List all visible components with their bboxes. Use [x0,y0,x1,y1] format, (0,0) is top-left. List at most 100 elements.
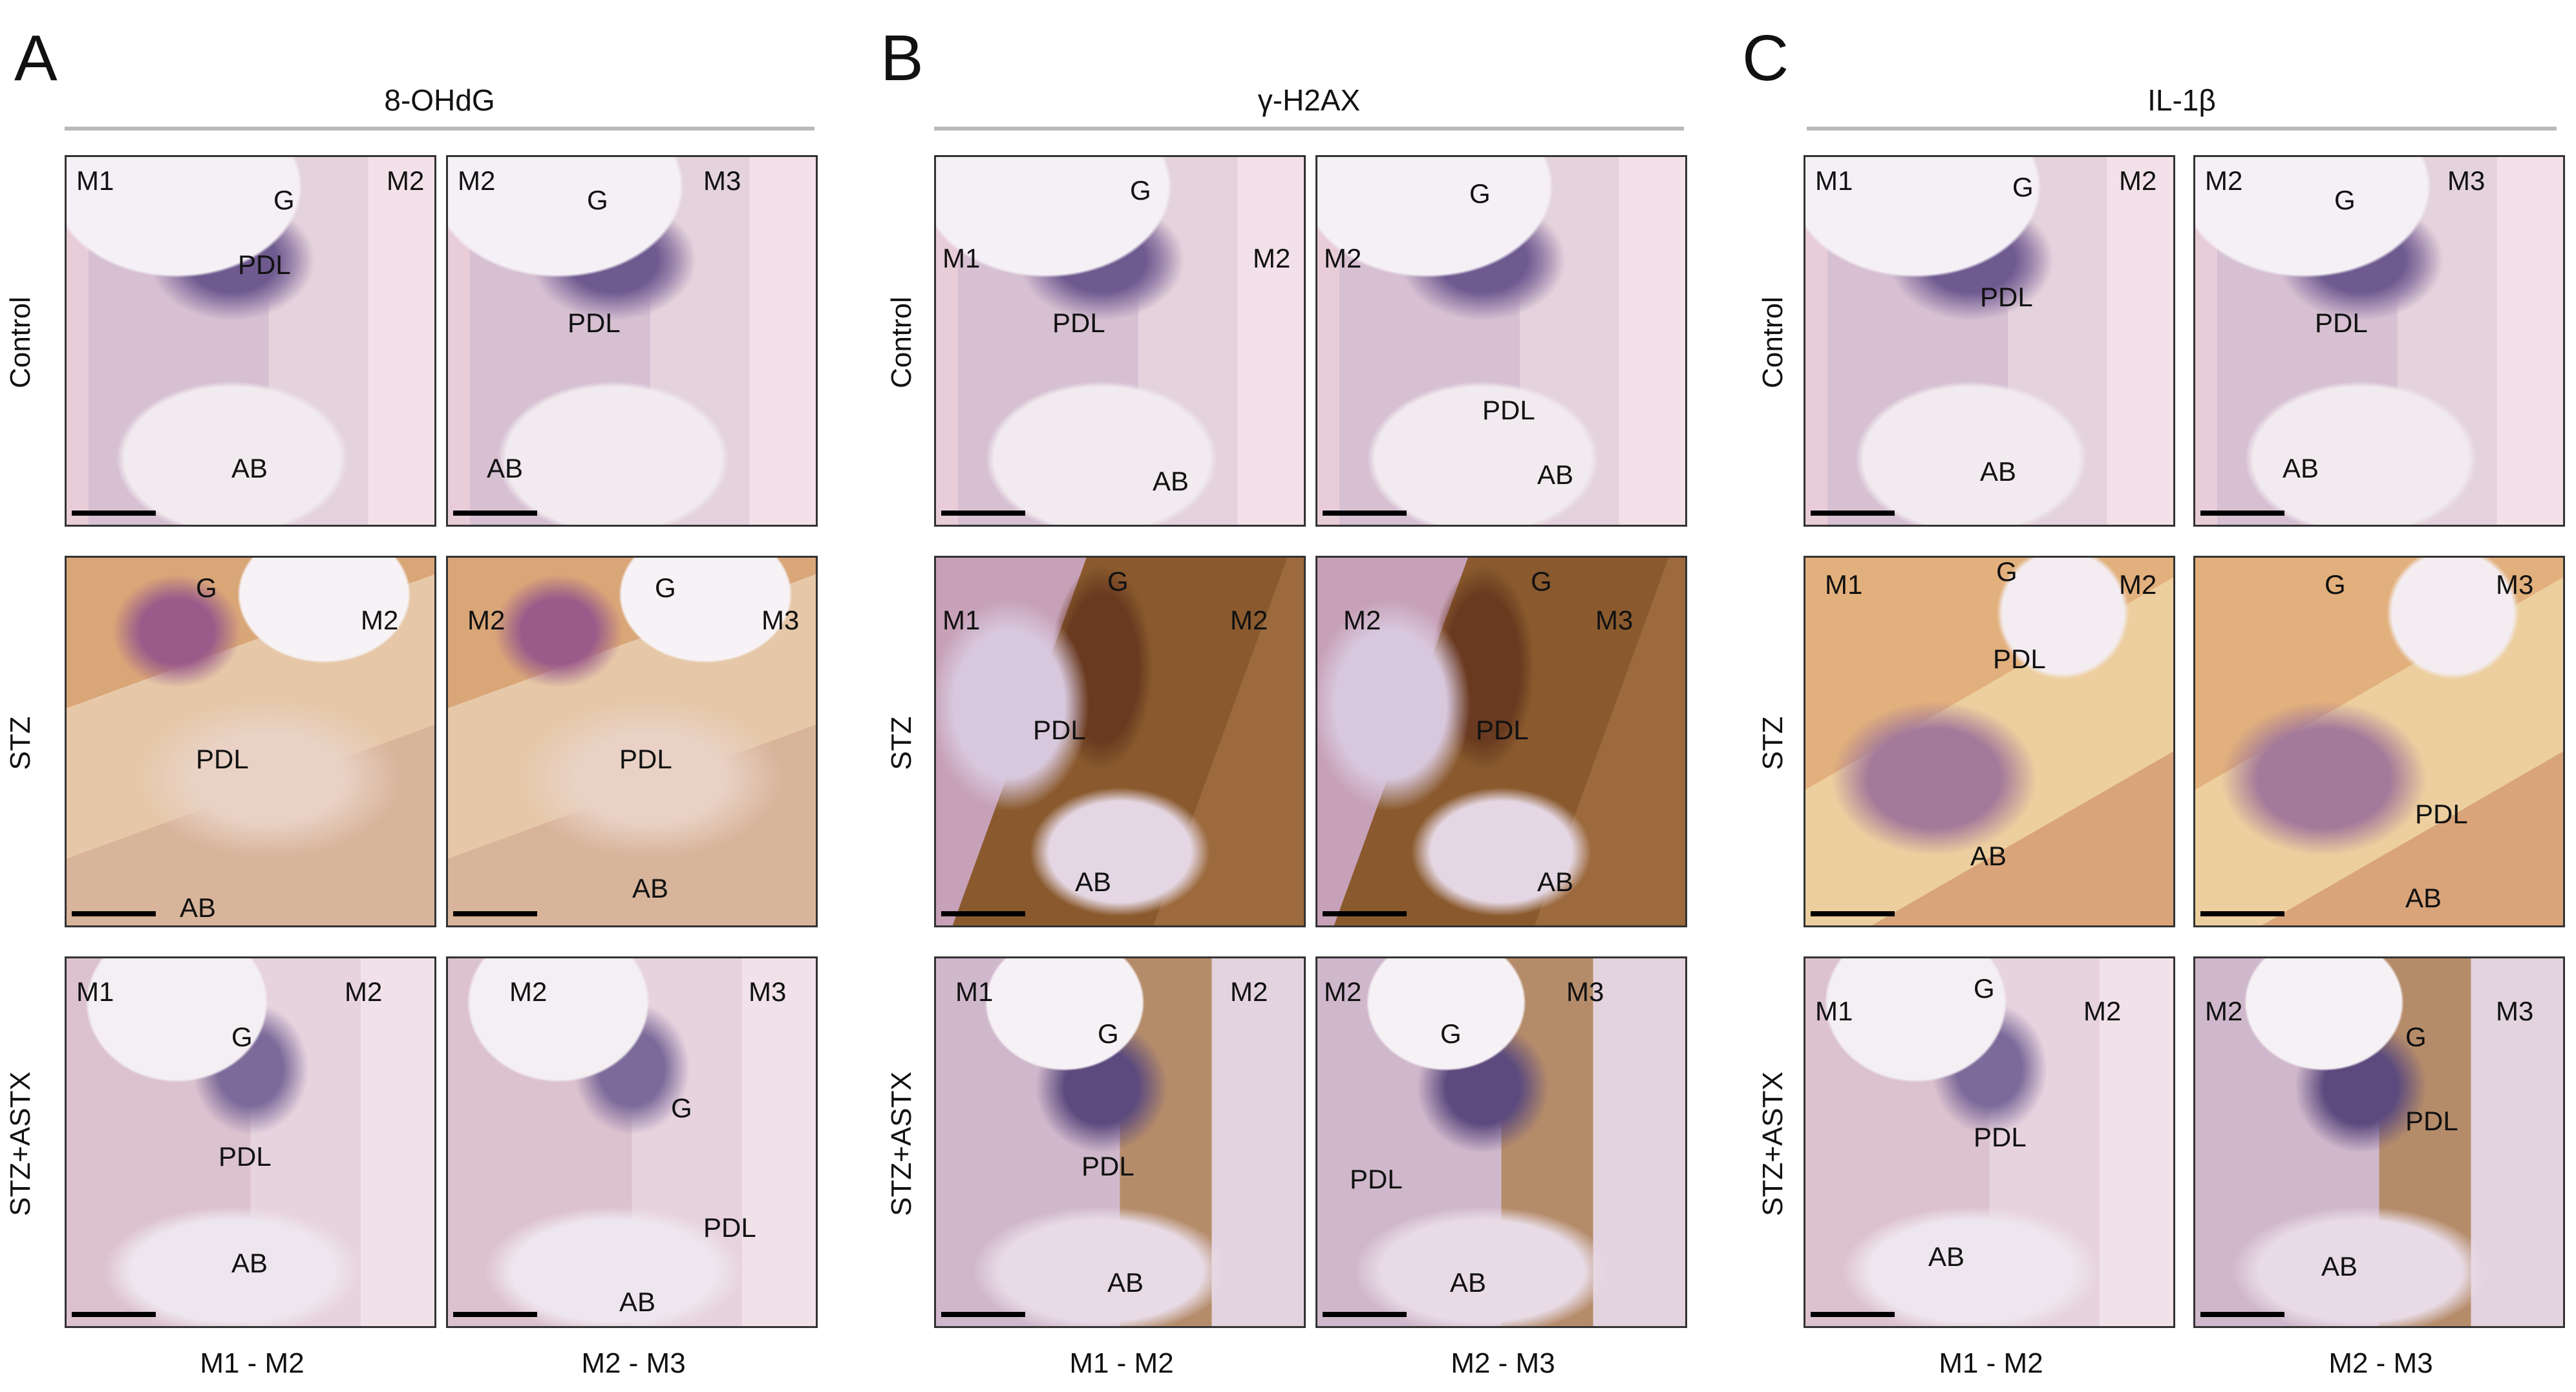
tissue-label: PDL [1081,1151,1134,1181]
tooth-label: M3 [1566,976,1604,1007]
tissue-label: PDL [1350,1164,1403,1194]
tissue-label: AB [180,892,217,923]
scale-bar [2200,911,2284,916]
tooth-label: M3 [2496,996,2534,1026]
tooth-label: M1 [1825,569,1863,600]
tooth-label: M1 [942,605,981,635]
tooth-label: M2 [361,605,399,635]
tissue-label: PDL [2415,799,2468,829]
micrograph-c-stz-m1-m2: M1 G M2 PDL AB [1804,556,2175,927]
tissue-label: AB [231,1248,268,1278]
row-label-stz-astx-a: STZ+ASTX [5,1071,36,1216]
tissue-label: G [1996,556,2017,587]
tissue-label: AB [1980,456,2017,487]
micrograph-b-control-m1-m2: G M1 M2 PDL AB [934,155,1306,527]
scale-bar [1811,911,1895,916]
tissue-label: G [2325,569,2346,600]
tissue-label: G [1974,973,1995,1004]
row-label-stz-astx-c: STZ+ASTX [1757,1071,1789,1216]
tooth-label: M2 [1324,243,1362,273]
row-label-control-c: Control [1757,297,1789,388]
scale-bar [1323,1312,1407,1317]
row-label-stz-b: STZ [886,716,917,770]
tissue-label: PDL [238,249,291,280]
tooth-label: M1 [955,976,994,1007]
scale-bar [1811,511,1895,516]
tooth-label: M1 [1815,996,1853,1026]
marker-divider-c [1807,127,2557,131]
micrograph-c-control-m2-m3: M2 G M3 PDL AB [2193,155,2565,527]
scale-bar [1323,511,1407,516]
row-label-stz-c: STZ [1757,716,1789,770]
tissue-label: PDL [196,744,249,774]
micrograph-c-control-m1-m2: M1 G M2 PDL AB [1804,155,2175,527]
tooth-label: M2 [2119,569,2157,600]
tissue-label: G [2012,172,2034,202]
scale-bar [2200,1312,2284,1317]
scale-bar [1811,1312,1895,1317]
micrograph-a-stz-astx-m1-m2: M1 M2 G PDL AB [65,956,436,1328]
tissue-label: G [1107,566,1129,596]
tissue-label: G [2405,1022,2427,1052]
tissue-label: PDL [1974,1122,2027,1152]
tooth-label: M2 [2083,996,2122,1026]
tissue-label: AB [1537,459,1574,490]
tooth-label: M2 [1324,976,1362,1007]
tooth-label: M2 [2205,996,2243,1026]
micrograph-b-stz-astx-m2-m3: M2 G M3 PDL AB [1315,956,1687,1328]
tooth-label: M3 [749,976,787,1007]
tooth-label: M1 [76,976,114,1007]
tissue-label: AB [1153,466,1189,496]
tissue-label: PDL [619,744,672,774]
tissue-label: AB [1970,841,2007,871]
marker-divider-b [934,127,1684,131]
scale-bar [72,911,156,916]
scale-bar [453,1312,537,1317]
marker-label-b: γ-H2AX [1257,83,1361,117]
tissue-label: AB [231,453,268,483]
column-label-a-m2-m3: M2 - M3 [581,1347,686,1379]
tooth-label: M2 [458,165,496,196]
scale-bar [453,911,537,916]
tissue-label: AB [2405,883,2442,913]
tissue-label: AB [1075,867,1112,897]
panel-letter-c: C [1742,22,1789,94]
tissue-label: PDL [1033,715,1086,745]
tissue-label: G [196,573,217,603]
row-label-control-b: Control [886,297,917,388]
tissue-label: AB [487,453,524,483]
scale-bar [453,511,537,516]
row-label-stz-astx-b: STZ+ASTX [886,1071,917,1216]
column-label-b-m1-m2: M1 - M2 [1069,1347,1174,1379]
tooth-label: M2 [387,165,425,196]
scale-bar [941,511,1025,516]
column-label-c-m1-m2: M1 - M2 [1939,1347,2043,1379]
scale-bar [72,511,156,516]
tissue-label: PDL [1993,644,2046,674]
scale-bar [941,1312,1025,1317]
tissue-label: PDL [218,1141,271,1172]
tissue-label: AB [1537,867,1574,897]
tooth-label: M2 [2119,165,2157,196]
tooth-label: M3 [1595,605,1634,635]
tissue-label: PDL [703,1212,756,1243]
micrograph-a-control-m1-m2: M1 G M2 PDL AB [65,155,436,527]
tissue-label: G [273,185,295,215]
tooth-label: M2 [1253,243,1291,273]
tooth-label: M2 [2205,165,2243,196]
tissue-label: AB [619,1287,656,1317]
tissue-label: AB [2283,453,2319,483]
tooth-label: M2 [509,976,548,1007]
tissue-label: G [671,1093,692,1123]
tissue-label: G [655,573,676,603]
micrograph-c-stz-astx-m1-m2: G M1 M2 PDL AB [1804,956,2175,1328]
tissue-label: PDL [2405,1106,2458,1136]
tissue-label: G [1469,178,1491,209]
tooth-label: M2 [467,605,506,635]
tooth-label: M1 [76,165,114,196]
micrograph-b-control-m2-m3: G M2 PDL AB [1315,155,1687,527]
scale-bar [1323,911,1407,916]
tissue-label: G [1130,175,1151,206]
tooth-label: M2 [345,976,383,1007]
micrograph-c-stz-m2-m3: G M3 PDL AB [2193,556,2565,927]
